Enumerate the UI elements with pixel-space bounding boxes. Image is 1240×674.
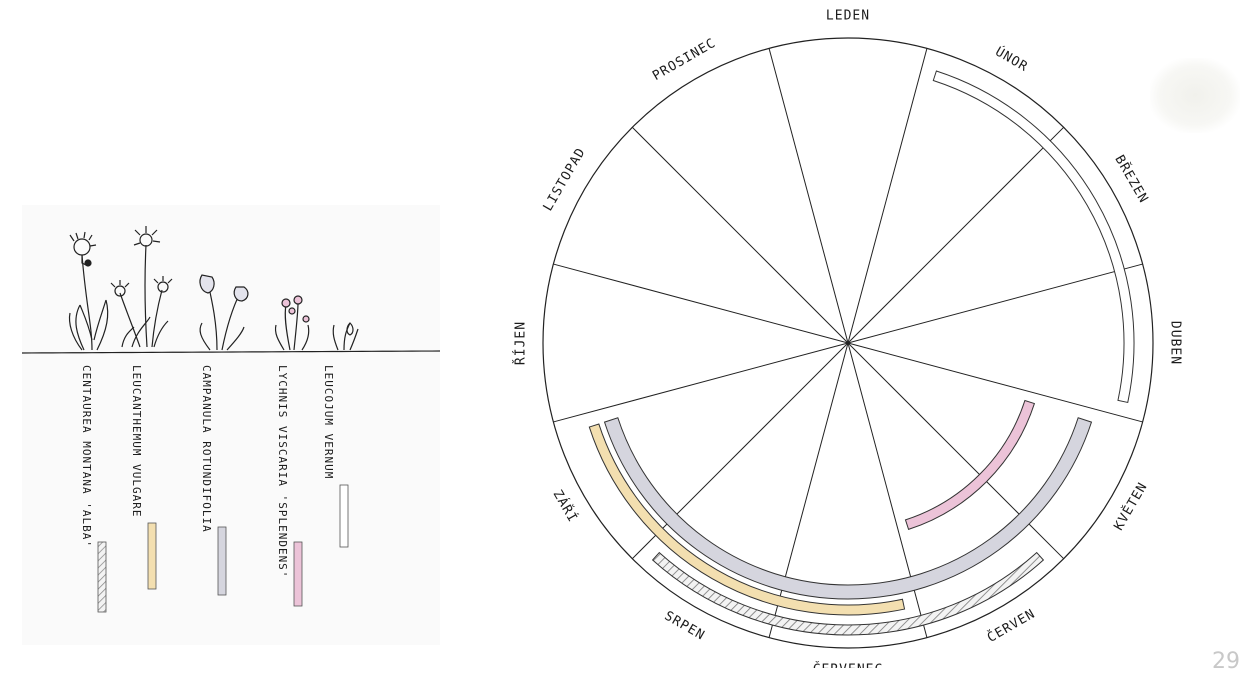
month-label: ŘÍJEN [513, 321, 529, 365]
plant-legend-panel: CENTAUREA MONTANA 'ALBA' LEUCANTHEMUM VU… [22, 205, 440, 645]
month-label: BŘEZEN [1111, 152, 1151, 206]
harebell-icon [199, 274, 249, 351]
wheel-spoke [847, 126, 1065, 344]
bloom-arcs [588, 70, 1135, 636]
swatch-lychnis [293, 541, 303, 607]
month-label: ÚNOR [992, 44, 1031, 76]
wheel-outline [542, 37, 1154, 649]
plant-illustration [22, 226, 440, 613]
wheel-spoke [847, 263, 1143, 344]
bloom-arc-leucanthemum [588, 423, 906, 616]
species-label-centaurea: CENTAUREA MONTANA 'ALBA' [80, 365, 93, 548]
bloom-arc-campanula [603, 417, 1093, 600]
wheel-spoke [847, 48, 928, 344]
paper-smudge [1150, 58, 1240, 133]
wheel-spoke [847, 342, 1143, 423]
swatch-centaurea [97, 541, 107, 613]
snowflake-flower-icon [332, 322, 359, 351]
bloom-arc-lychnis [904, 399, 1036, 531]
month-labels: LEDENÚNORBŘEZENDUBENKVĚTENČERVENČERVENEC… [513, 9, 1183, 669]
catchfly-icon [274, 295, 310, 351]
wheel-spoke [631, 342, 849, 560]
month-label: LISTOPAD [541, 145, 589, 214]
swatch-campanula [217, 526, 227, 596]
daisy-icon [110, 226, 173, 348]
wheel-frame [542, 37, 1154, 649]
swatch-leucojum [339, 484, 349, 548]
month-label: LEDEN [826, 9, 870, 24]
wheel-spoke [631, 126, 849, 344]
cornflower-icon [68, 231, 109, 351]
month-label: SRPEN [662, 609, 708, 644]
bloom-arc-centaurea [651, 551, 1045, 636]
species-label-leucanthemum: LEUCANTHEMUM VULGARE [130, 365, 143, 518]
wheel-spoke [847, 342, 1065, 560]
species-label-lychnis: LYCHNIS VISCARIA 'SPLENDENS' [276, 365, 289, 579]
species-label-campanula: CAMPANULA ROTUNDIFOLIA [200, 365, 213, 533]
month-label: PROSINEC [650, 36, 719, 84]
bloom-arc-leucojum [932, 70, 1135, 404]
wheel-spoke [768, 48, 849, 344]
wheel-spoke [553, 342, 849, 423]
wheel-spoke [553, 263, 849, 344]
month-label: ČERVENEC [813, 662, 884, 669]
month-label: ZÁŘÍ [549, 487, 581, 526]
page-number: 29 [1212, 649, 1240, 674]
month-label: DUBEN [1168, 321, 1183, 365]
species-label-leucojum: LEUCOJUM VERNUM [322, 365, 335, 480]
swatch-leucanthemum [147, 522, 157, 590]
ground-line [22, 350, 440, 354]
